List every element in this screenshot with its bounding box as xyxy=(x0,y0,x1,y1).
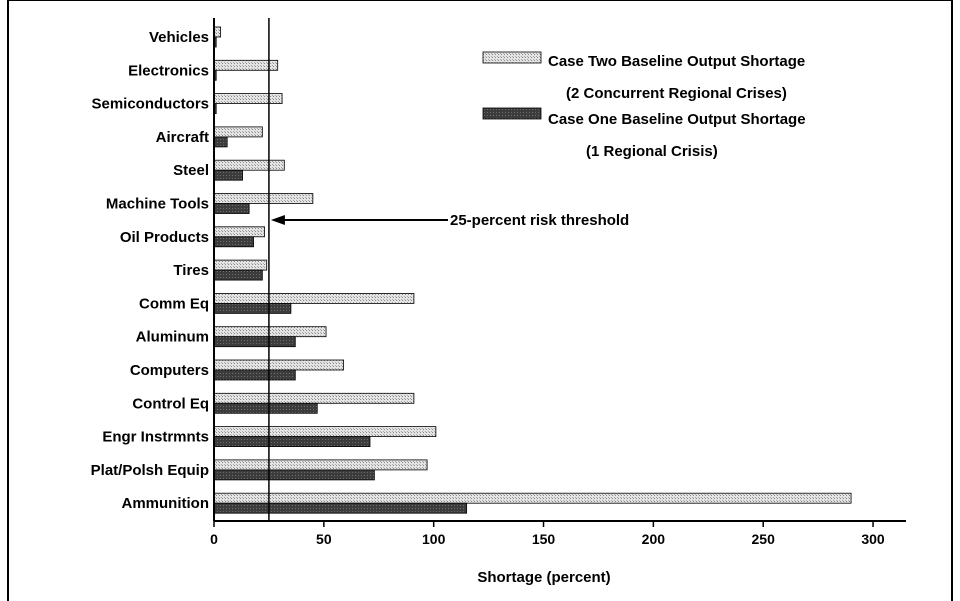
bar-tires-series-1 xyxy=(213,259,268,271)
bar-plat-polsh-equip-series-1 xyxy=(213,459,428,471)
x-tick-label: 200 xyxy=(642,531,666,547)
category-label: Plat/Polsh Equip xyxy=(91,462,209,479)
bar-aluminum-series-1 xyxy=(213,326,327,338)
x-ticks: 0 50 100 150 200 250 300 xyxy=(210,521,885,547)
bar-computers-series-1 xyxy=(213,359,345,371)
category-label: Semiconductors xyxy=(91,96,209,113)
bar-steel-series-2 xyxy=(213,169,243,181)
category-label: Aircraft xyxy=(156,129,209,146)
legend-sublabel-case-two: (2 Concurrent Regional Crises) xyxy=(566,85,787,102)
threshold-arrow-head xyxy=(270,215,285,225)
bar-plat-polsh-equip-series-2 xyxy=(213,469,375,481)
legend-sublabel-case-one: (1 Regional Crisis) xyxy=(586,143,718,160)
category-labels: Vehicles Electronics Semiconductors Aircraf… xyxy=(91,29,209,512)
category-label: Machine Tools xyxy=(106,196,209,213)
legend: Case Two Baseline Output Shortage (2 Con… xyxy=(482,51,806,160)
category-label: Computers xyxy=(130,362,209,379)
threshold-label: 25-percent risk threshold xyxy=(450,212,629,229)
x-tick-label: 0 xyxy=(210,531,218,547)
x-tick-label: 150 xyxy=(532,531,556,547)
bar-machine-tools-series-2 xyxy=(213,203,250,214)
bar-steel-series-1 xyxy=(213,159,285,171)
x-tick-label: 100 xyxy=(422,531,446,547)
category-label: Electronics xyxy=(128,62,209,79)
bar-aircraft-series-1 xyxy=(213,126,263,138)
bar-ammunition-series-2 xyxy=(213,502,468,514)
bar-aircraft-series-2 xyxy=(213,136,228,148)
bar-engr-instrmnts-series-2 xyxy=(213,436,371,448)
bar-semiconductors-series-1 xyxy=(213,93,283,104)
x-tick-label: 250 xyxy=(752,531,776,547)
category-label: Vehicles xyxy=(149,29,209,46)
category-label: Steel xyxy=(173,162,209,179)
bar-comm-eq-series-1 xyxy=(213,292,415,304)
bar-oil-products-series-1 xyxy=(213,226,265,238)
bar-tires-series-2 xyxy=(213,269,263,281)
bar-control-eq-series-2 xyxy=(213,402,318,414)
bar-engr-instrmnts-series-1 xyxy=(213,426,437,438)
bar-machine-tools-series-1 xyxy=(213,193,314,204)
bars-group xyxy=(213,26,852,514)
bar-electronics-series-1 xyxy=(213,59,279,71)
category-label: Aluminum xyxy=(136,329,209,346)
legend-swatch-case-one xyxy=(482,107,542,120)
category-label: Oil Products xyxy=(120,229,209,246)
bar-oil-products-series-2 xyxy=(213,236,254,248)
category-label: Engr Instrmnts xyxy=(102,429,209,446)
bar-control-eq-series-1 xyxy=(213,392,415,404)
category-label: Ammunition xyxy=(122,495,210,512)
bar-aluminum-series-2 xyxy=(213,336,296,348)
legend-label-case-one: Case One Baseline Output Shortage xyxy=(548,111,806,128)
bar-comm-eq-series-2 xyxy=(213,302,292,314)
category-label: Tires xyxy=(173,262,209,279)
legend-label-case-two: Case Two Baseline Output Shortage xyxy=(548,53,805,70)
category-label: Control Eq xyxy=(132,395,209,412)
category-label: Comm Eq xyxy=(139,295,209,312)
x-tick-label: 300 xyxy=(861,531,885,547)
legend-swatch-case-two xyxy=(482,51,542,64)
x-axis-label: Shortage (percent) xyxy=(477,569,610,586)
bar-ammunition-series-1 xyxy=(213,492,852,504)
bar-computers-series-2 xyxy=(213,369,296,381)
x-tick-label: 50 xyxy=(316,531,332,547)
